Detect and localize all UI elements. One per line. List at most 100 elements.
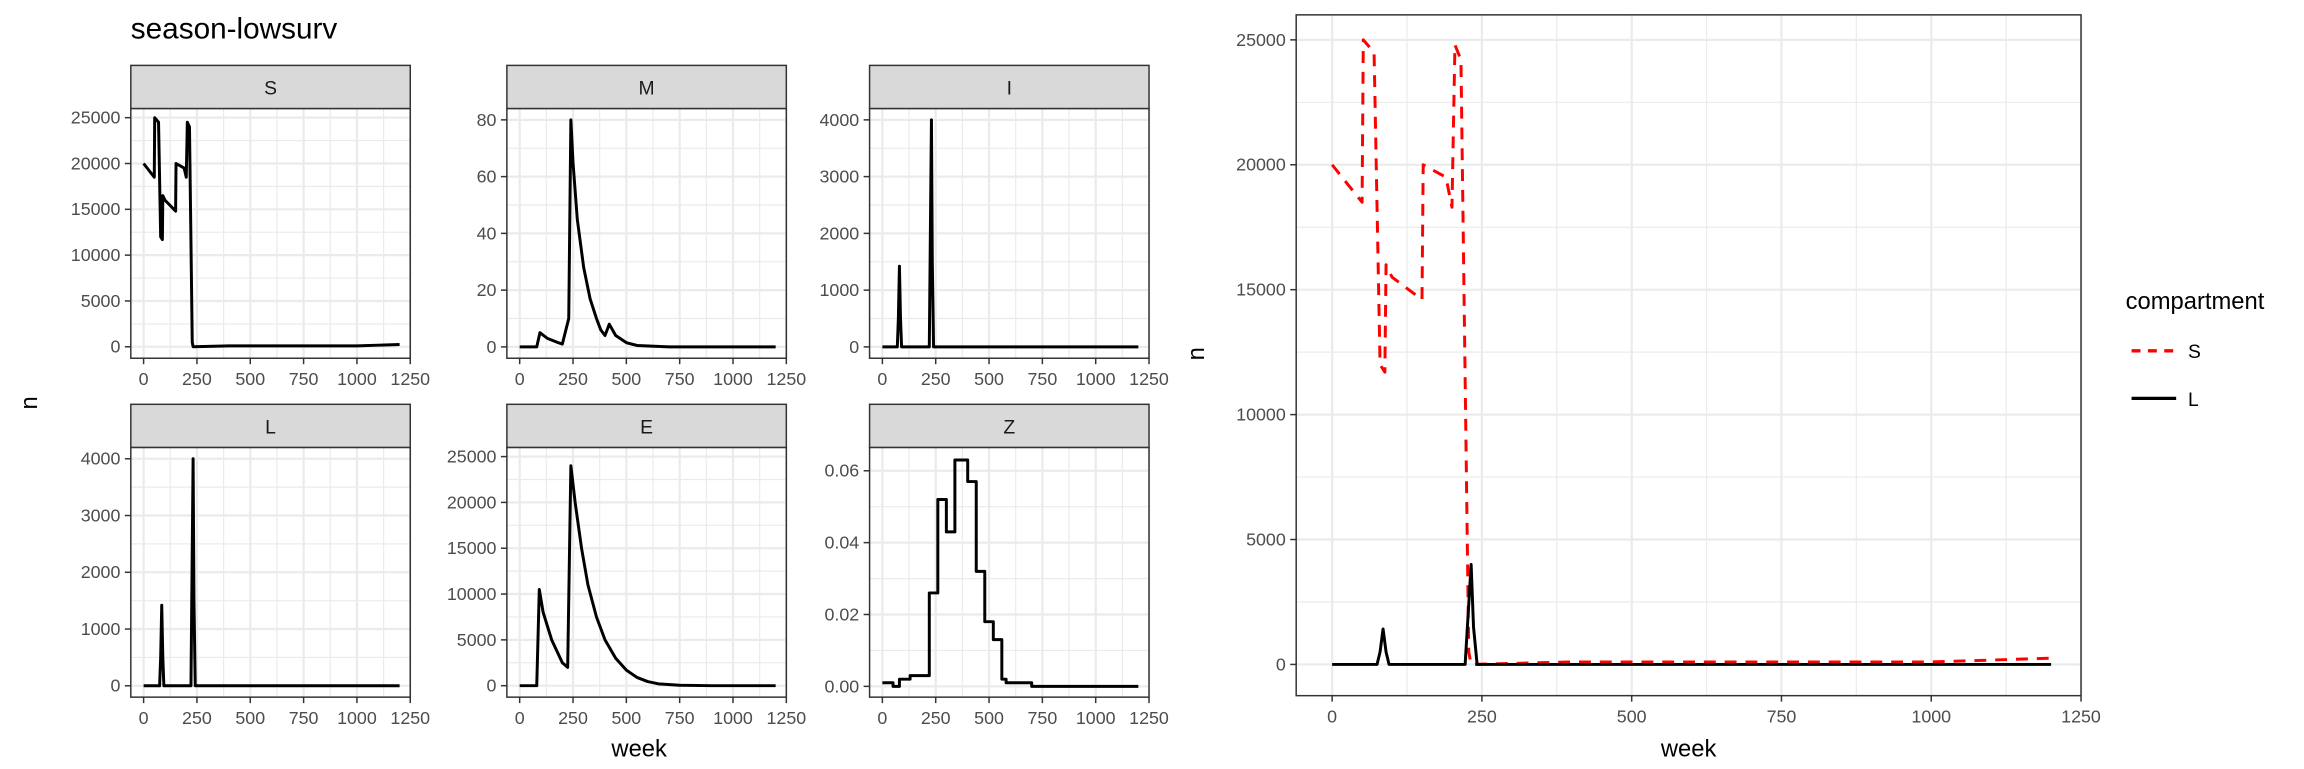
x-tick-label: 250 — [558, 369, 588, 389]
legend-label-l: L — [2188, 390, 2199, 411]
x-tick-label: 750 — [665, 708, 695, 728]
panel-background — [506, 447, 787, 698]
panel-e: 0 250 500 750 1000 1250 0 5000 10000 15000 20000 25… — [447, 403, 806, 728]
facet-strip — [130, 64, 412, 110]
x-tick-label: 0 — [139, 708, 149, 728]
panel-background — [1296, 14, 2082, 696]
x-tick-label: 1250 — [766, 708, 806, 728]
y-tick-label: 40 — [477, 223, 497, 243]
x-tick-label: 500 — [974, 708, 1004, 728]
facet-strip-label: L — [265, 417, 276, 438]
y-tick-label: 15000 — [447, 538, 497, 558]
x-tick-label: 1000 — [337, 369, 377, 389]
x-tick-label: 1250 — [1129, 708, 1169, 728]
y-tick-label: 0.04 — [824, 533, 859, 553]
x-tick-label: 1250 — [390, 708, 430, 728]
x-tick-label: 1250 — [766, 369, 806, 389]
y-tick-label: 2000 — [819, 223, 859, 243]
y-tick-label: 4000 — [81, 449, 121, 469]
panel-overlay: 0 250 500 750 1000 1250 0 5000 10000 15000 20000 25… — [1236, 14, 2101, 726]
y-tick-label: 0.06 — [824, 461, 859, 481]
y-tick-label: 80 — [477, 110, 497, 130]
overlay-y-axis-title: n — [1183, 347, 1210, 360]
y-tick-label: 20000 — [71, 153, 121, 173]
facet-strip-label: Z — [1003, 417, 1015, 438]
y-tick-label: 20 — [477, 280, 497, 300]
x-tick-label: 500 — [611, 369, 641, 389]
panel-l: 0 250 500 750 1000 1250 0 1000 2000 3000 4000 L — [81, 403, 430, 728]
y-tick-label: 20000 — [447, 492, 497, 512]
x-tick-label: 0 — [877, 369, 887, 389]
x-tick-label: 0 — [515, 708, 525, 728]
y-tick-label: 25000 — [71, 108, 121, 128]
facet-strip — [506, 403, 788, 449]
panel-border — [1295, 14, 2082, 697]
legend: compartment S L — [2126, 288, 2265, 411]
x-tick-label: 0 — [877, 708, 887, 728]
x-tick-label: 750 — [1027, 708, 1057, 728]
x-tick-label: 250 — [182, 369, 212, 389]
y-tick-label: 10000 — [1236, 405, 1286, 425]
x-tick-label: 250 — [1467, 706, 1497, 726]
x-tick-label: 250 — [921, 708, 951, 728]
y-tick-label: 0 — [1276, 654, 1286, 674]
series-line-i — [882, 118, 1139, 349]
x-tick-label: 750 — [665, 369, 695, 389]
y-tick-label: 2000 — [81, 562, 121, 582]
y-tick-label: 10000 — [447, 584, 497, 604]
facet-strip-label: E — [640, 417, 653, 438]
facet-strip — [130, 403, 412, 449]
y-tick-label: 0.00 — [824, 676, 859, 696]
y-tick-label: 3000 — [81, 505, 121, 525]
x-tick-label: 1250 — [390, 369, 430, 389]
y-tick-label: 25000 — [447, 447, 497, 467]
panel-m: 0 250 500 750 1000 1250 0 20 40 60 80 M — [477, 64, 806, 389]
x-tick-label: 500 — [1617, 706, 1647, 726]
panel-s: 0 250 500 750 1000 1250 0 5000 10000 15000 20000 25… — [71, 64, 430, 389]
x-tick-label: 1000 — [713, 369, 753, 389]
legend-title: compartment — [2126, 288, 2265, 315]
x-tick-label: 500 — [235, 708, 265, 728]
x-tick-label: 500 — [235, 369, 265, 389]
y-tick-label: 10000 — [71, 245, 121, 265]
series-line-s — [142, 116, 400, 349]
y-tick-label: 15000 — [71, 199, 121, 219]
panel-i: 0 250 500 750 1000 1250 0 1000 2000 3000 4000 I — [819, 64, 1169, 389]
facet-y-axis-title: n — [16, 396, 43, 409]
x-tick-label: 1000 — [337, 708, 377, 728]
legend-label-s: S — [2188, 342, 2201, 363]
y-tick-label: 15000 — [1236, 280, 1286, 300]
y-tick-label: 0 — [110, 676, 120, 696]
x-tick-label: 1000 — [1076, 369, 1116, 389]
series-line-s — [1330, 38, 2052, 666]
y-tick-label: 1000 — [819, 280, 859, 300]
y-tick-label: 0 — [110, 337, 120, 357]
y-tick-label: 0.02 — [824, 604, 859, 624]
series-line-m — [519, 118, 776, 349]
x-tick-label: 1250 — [2061, 706, 2101, 726]
y-tick-label: 5000 — [81, 291, 121, 311]
x-tick-label: 750 — [289, 708, 319, 728]
x-tick-label: 0 — [139, 369, 149, 389]
facet-strip — [868, 403, 1150, 449]
series-line-l — [143, 457, 400, 688]
x-tick-label: 1000 — [1911, 706, 1951, 726]
panel-z: 0 250 500 750 1000 1250 0.00 0.02 0.04 0.06 Z — [824, 403, 1169, 728]
facet-strip-label: I — [1007, 78, 1012, 99]
y-tick-label: 0 — [849, 337, 859, 357]
series-line-e — [519, 464, 776, 688]
y-tick-label: 1000 — [81, 619, 121, 639]
series-line-z — [882, 458, 1139, 688]
y-tick-label: 25000 — [1236, 30, 1286, 50]
series-line-l — [1332, 563, 2052, 666]
y-tick-label: 20000 — [1236, 155, 1286, 175]
facet-strip-label: S — [264, 78, 277, 99]
x-tick-label: 250 — [921, 369, 951, 389]
x-tick-label: 750 — [1767, 706, 1797, 726]
x-tick-label: 750 — [1027, 369, 1057, 389]
y-tick-label: 0 — [487, 337, 497, 357]
figure-title: season-lowsurv — [131, 13, 338, 46]
y-tick-label: 5000 — [457, 630, 497, 650]
